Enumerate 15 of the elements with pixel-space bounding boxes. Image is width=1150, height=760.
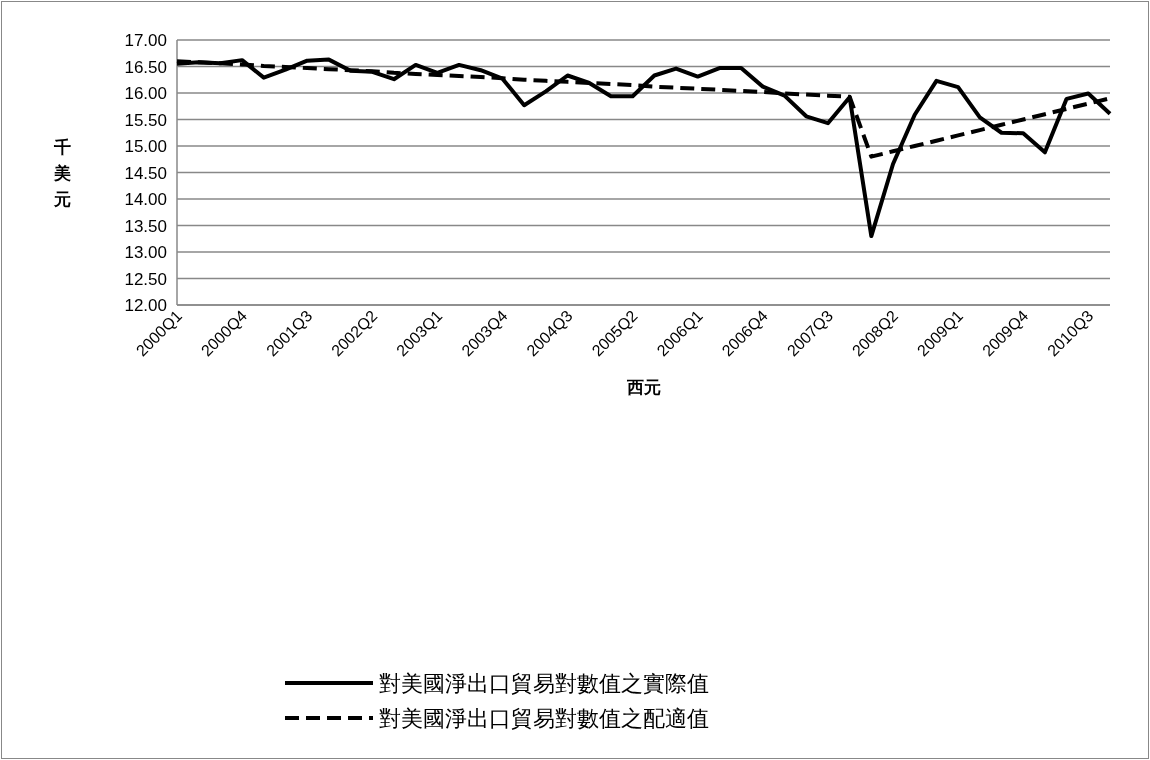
legend-label: 對美國淨出口貿易對數值之配適值 [379, 706, 709, 731]
x-axis-title: 西元 [625, 377, 661, 397]
y-tick-label: 16.50 [124, 57, 167, 77]
y-tick-label: 12.50 [124, 269, 167, 289]
y-tick-label: 14.00 [124, 190, 167, 209]
y-tick-label: 12.00 [124, 296, 167, 315]
y-axis-title: 千美元 [52, 136, 71, 209]
y-tick-label: 17.00 [124, 31, 167, 50]
y-tick-label: 13.00 [124, 243, 167, 262]
y-tick-label: 13.50 [124, 216, 167, 236]
y-tick-label: 14.50 [124, 163, 167, 183]
legend-label: 對美國淨出口貿易對數值之實際值 [379, 671, 709, 696]
y-tick-label: 15.50 [124, 110, 167, 130]
y-tick-label: 15.00 [124, 137, 167, 156]
y-tick-label: 16.00 [124, 84, 167, 103]
